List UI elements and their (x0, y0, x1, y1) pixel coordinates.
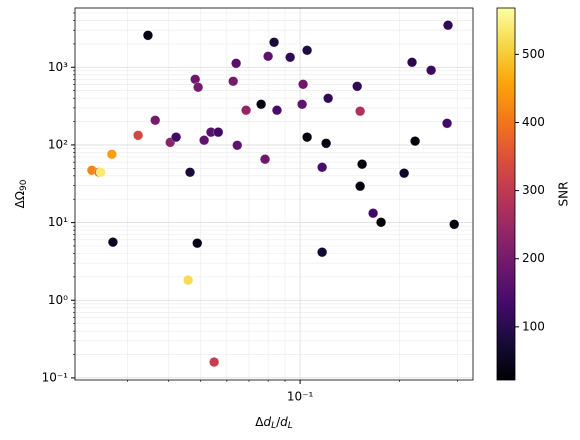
point (271, 105, 283, 116)
colorbar-tick-label: 500 (522, 47, 545, 61)
point (256, 99, 267, 110)
point (231, 58, 242, 69)
y-tick-label: 10³ (48, 60, 68, 74)
point (449, 219, 460, 230)
point (317, 162, 328, 173)
point (142, 30, 154, 41)
point (426, 65, 437, 76)
point (193, 82, 204, 93)
point (442, 118, 453, 129)
point (376, 217, 387, 228)
point (133, 130, 144, 141)
colorbar-tick-label: 200 (522, 251, 545, 265)
point (269, 37, 280, 48)
point (171, 132, 182, 143)
point (263, 51, 274, 62)
point (410, 136, 421, 147)
point (95, 167, 106, 178)
point (107, 237, 118, 248)
x-label-part: L (271, 421, 276, 431)
y-tick-label: 10¹ (48, 215, 68, 229)
y-label-part: 90 (19, 179, 29, 191)
x-label-part: d (263, 415, 271, 429)
colorbar-tick-label: 400 (522, 115, 545, 129)
x-label-part: Δ (255, 415, 264, 429)
point (241, 105, 252, 116)
point (321, 138, 332, 149)
point (228, 76, 239, 87)
x-label-part: d (280, 415, 288, 429)
point (352, 81, 363, 92)
point (355, 106, 366, 117)
colorbar-tick-label: 100 (522, 319, 545, 333)
x-label-part: / (276, 415, 281, 429)
point (355, 181, 366, 192)
colorbar (496, 7, 516, 381)
point (298, 79, 309, 90)
point (317, 247, 328, 258)
point (357, 159, 368, 170)
point (285, 52, 296, 63)
y-label-part: ΔΩ (13, 191, 27, 208)
point (259, 154, 271, 165)
point (183, 275, 194, 286)
y-axis-label: ΔΩ90 (13, 179, 29, 208)
point (323, 93, 334, 104)
y-tick-label: 10² (48, 137, 68, 151)
x-tick-label: 10⁻¹ (287, 390, 314, 404)
point (406, 57, 418, 68)
point (106, 149, 117, 160)
point (199, 135, 210, 146)
point (302, 45, 313, 56)
point (150, 115, 161, 126)
point (442, 20, 454, 31)
colorbar-tick-label: 300 (522, 183, 545, 197)
point (399, 168, 410, 179)
point (302, 132, 313, 143)
point (184, 167, 196, 178)
colorbar-label: SNR (557, 182, 571, 207)
point (297, 99, 308, 110)
x-axis-label: ΔdL/dL (255, 415, 293, 431)
x-label-part: L (288, 421, 293, 431)
y-tick-label: 10⁻¹ (42, 370, 69, 384)
point (192, 238, 203, 249)
point (368, 208, 379, 219)
plot-frame (74, 7, 474, 381)
y-tick-label: 10⁰ (48, 293, 68, 307)
point (213, 127, 224, 138)
point (209, 357, 220, 368)
point (232, 140, 243, 151)
